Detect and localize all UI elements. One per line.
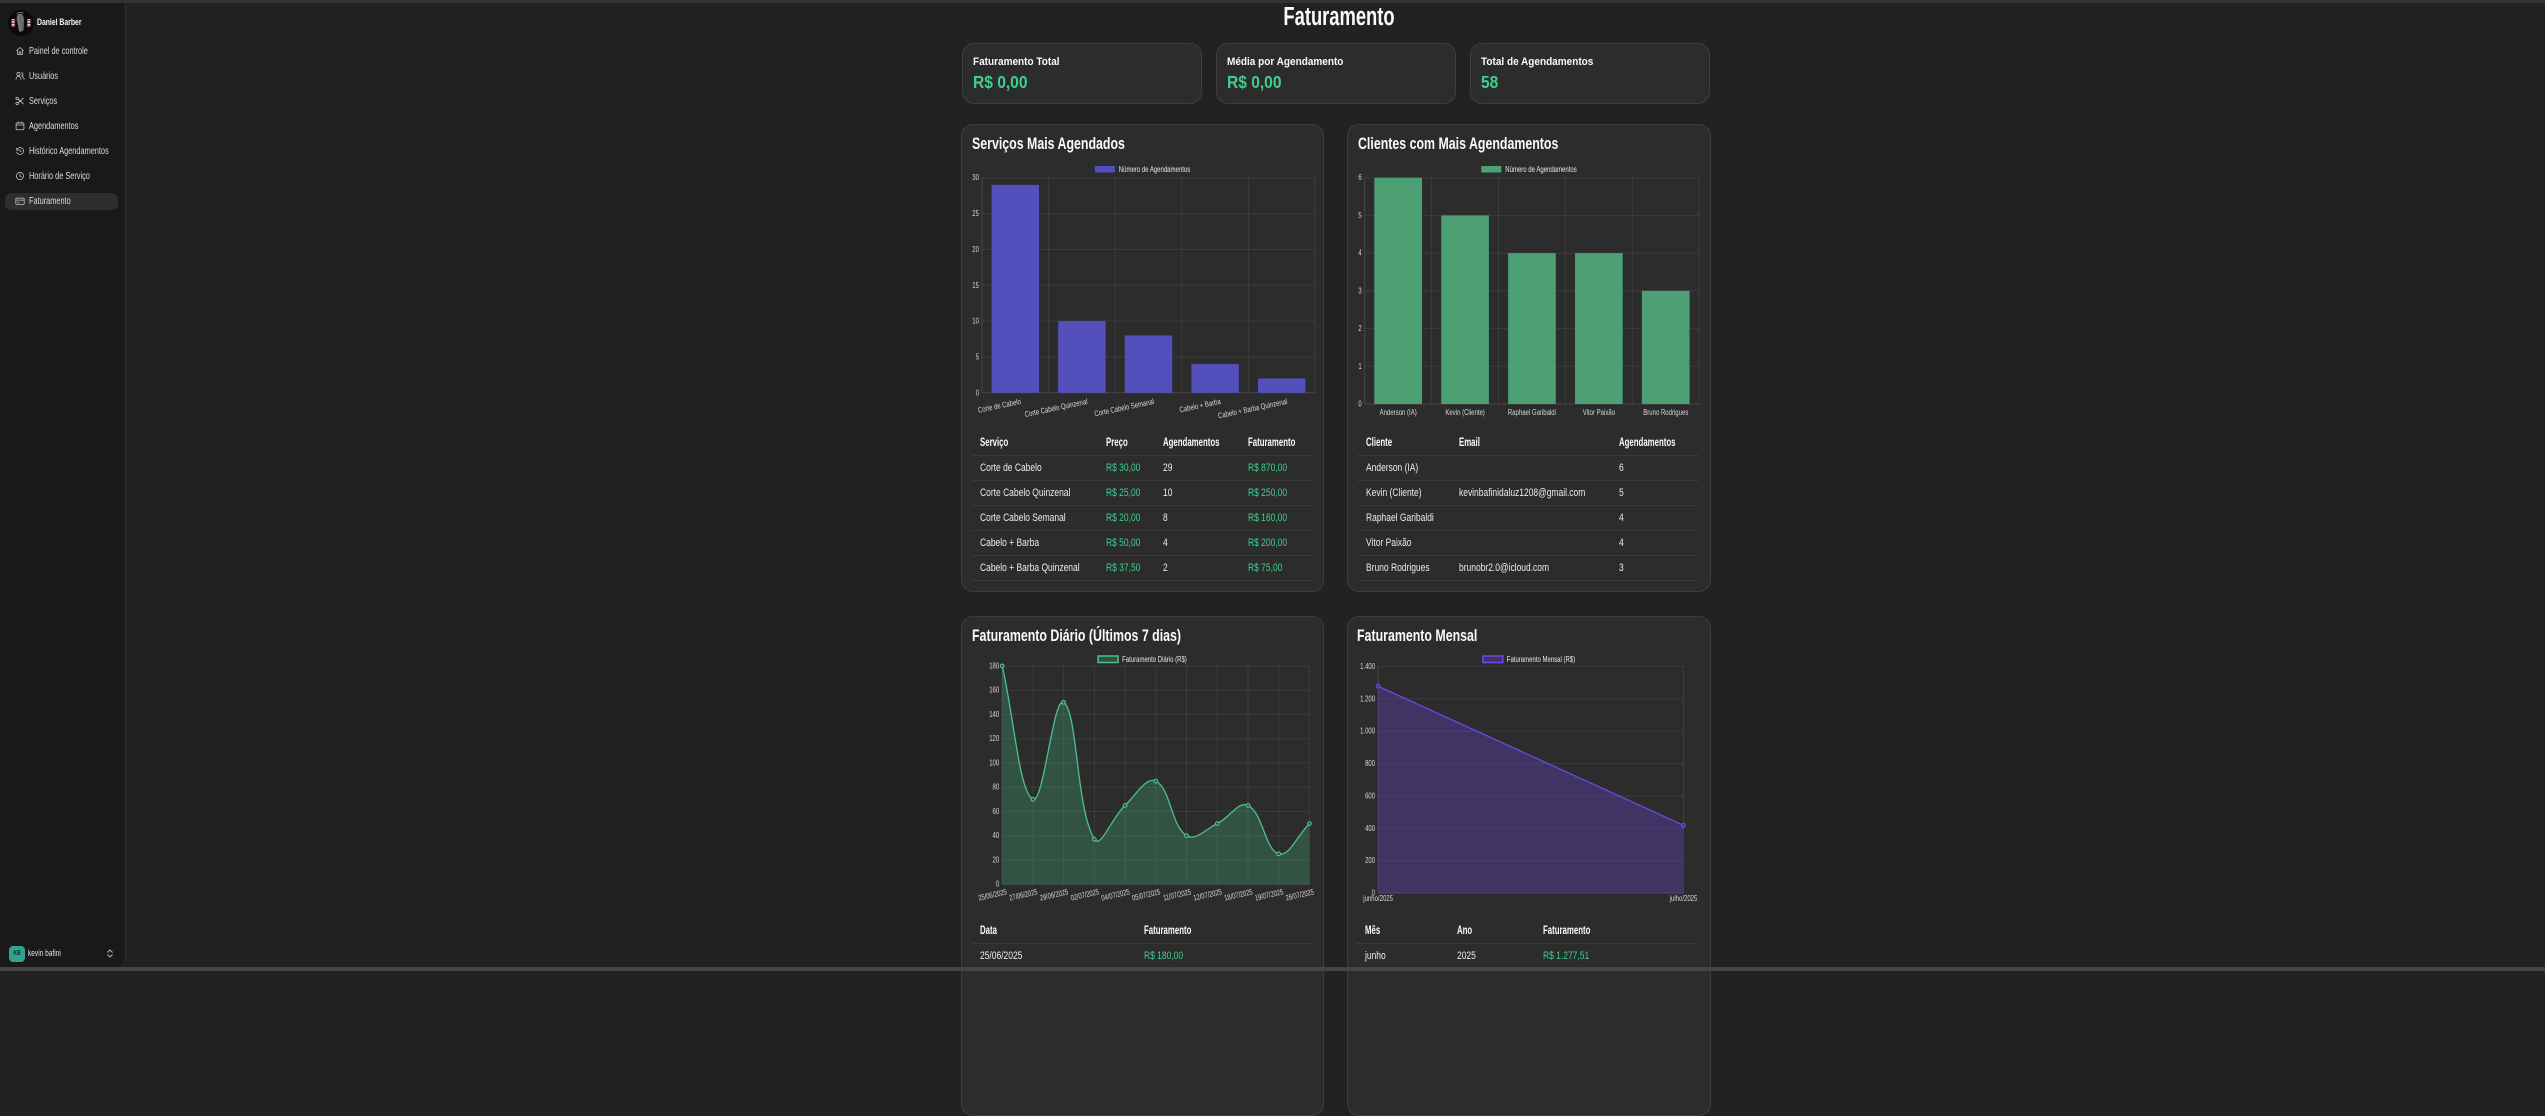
svg-text:2: 2 — [1358, 324, 1362, 333]
svg-text:11/07/2025: 11/07/2025 — [1162, 887, 1192, 902]
svg-text:Número de Agendamentos: Número de Agendamentos — [1119, 165, 1190, 174]
svg-text:0: 0 — [1372, 889, 1376, 898]
svg-text:160: 160 — [989, 686, 999, 695]
svg-text:1: 1 — [1358, 362, 1362, 371]
svg-text:600: 600 — [1365, 791, 1375, 800]
svg-text:Kevin (Cliente): Kevin (Cliente) — [1445, 408, 1485, 417]
svg-text:120: 120 — [989, 734, 999, 743]
svg-text:26/07/2025: 26/07/2025 — [1285, 887, 1315, 902]
svg-text:30: 30 — [972, 173, 979, 182]
svg-text:10: 10 — [972, 317, 979, 326]
svg-text:20: 20 — [993, 855, 1000, 864]
svg-text:25/06/2025: 25/06/2025 — [978, 887, 1008, 902]
svg-text:junho/2025: junho/2025 — [1362, 894, 1393, 903]
svg-text:200: 200 — [1365, 856, 1375, 865]
svg-text:0: 0 — [1358, 400, 1362, 409]
svg-text:27/06/2025: 27/06/2025 — [1008, 887, 1038, 902]
svg-text:180: 180 — [989, 661, 999, 670]
svg-text:Raphael Garibaldi: Raphael Garibaldi — [1508, 408, 1556, 417]
svg-text:1.000: 1.000 — [1360, 727, 1375, 736]
svg-text:1.200: 1.200 — [1360, 694, 1375, 703]
svg-text:3: 3 — [1358, 286, 1362, 295]
svg-text:19/07/2025: 19/07/2025 — [1254, 887, 1284, 902]
svg-text:Cabelo + Barba Quinzenal: Cabelo + Barba Quinzenal — [1217, 397, 1288, 421]
svg-text:4: 4 — [1358, 249, 1362, 258]
svg-text:800: 800 — [1365, 759, 1375, 768]
svg-text:140: 140 — [989, 710, 999, 719]
svg-text:0: 0 — [996, 880, 1000, 889]
svg-text:Faturamento Mensal (R$): Faturamento Mensal (R$) — [1507, 655, 1576, 664]
svg-text:40: 40 — [993, 831, 1000, 840]
svg-text:02/07/2025: 02/07/2025 — [1070, 887, 1100, 902]
svg-text:25: 25 — [972, 209, 979, 218]
svg-text:29/06/2025: 29/06/2025 — [1039, 887, 1069, 902]
svg-text:Número de Agendamentos: Número de Agendamentos — [1505, 165, 1576, 174]
svg-text:Corte de Cabelo: Corte de Cabelo — [977, 397, 1022, 415]
svg-text:Corte Cabelo Semanal: Corte Cabelo Semanal — [1094, 397, 1156, 418]
svg-text:0: 0 — [976, 388, 980, 397]
svg-text:julho/2025: julho/2025 — [1669, 894, 1698, 903]
svg-text:15: 15 — [972, 281, 979, 290]
svg-text:04/07/2025: 04/07/2025 — [1100, 887, 1130, 902]
svg-text:Cabelo + Barba: Cabelo + Barba — [1179, 397, 1222, 415]
svg-text:400: 400 — [1365, 824, 1375, 833]
svg-text:20: 20 — [972, 245, 979, 254]
svg-text:1.400: 1.400 — [1360, 662, 1375, 671]
svg-text:60: 60 — [993, 807, 1000, 816]
svg-text:05/07/2025: 05/07/2025 — [1131, 887, 1161, 902]
svg-text:Anderson (IA): Anderson (IA) — [1380, 408, 1417, 417]
svg-text:18/07/2025: 18/07/2025 — [1223, 887, 1253, 902]
svg-text:Vitor Paixão: Vitor Paixão — [1583, 408, 1616, 417]
svg-text:Corte Cabelo Quinzenal: Corte Cabelo Quinzenal — [1024, 397, 1089, 419]
svg-text:5: 5 — [1358, 211, 1362, 220]
svg-text:100: 100 — [989, 758, 999, 767]
svg-text:80: 80 — [993, 783, 1000, 792]
svg-text:Faturamento Diário (R$): Faturamento Diário (R$) — [1122, 655, 1187, 664]
svg-text:12/07/2025: 12/07/2025 — [1193, 887, 1223, 902]
svg-text:5: 5 — [976, 353, 980, 362]
svg-text:Bruno Rodrigues: Bruno Rodrigues — [1643, 408, 1688, 417]
svg-text:6: 6 — [1358, 173, 1362, 182]
